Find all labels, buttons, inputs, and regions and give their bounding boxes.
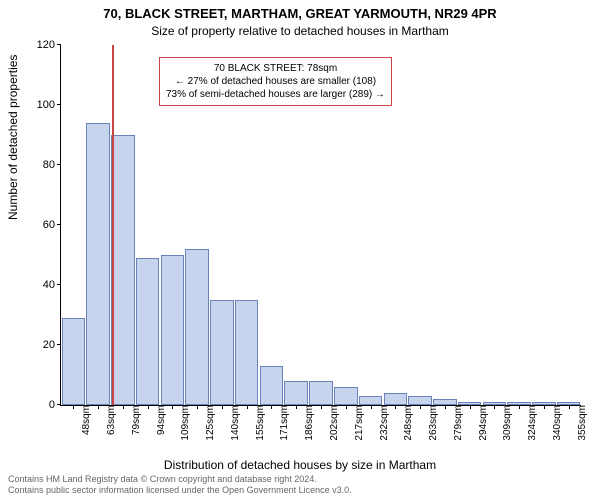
bar: [136, 258, 160, 405]
bar: [309, 381, 333, 405]
x-tick-mark: [569, 405, 570, 409]
y-tick-label: 0: [49, 399, 61, 411]
bar: [185, 249, 209, 405]
x-tick-label: 171sqm: [275, 405, 290, 441]
bar: [161, 255, 185, 405]
annotation-line3: 73% of semi-detached houses are larger (…: [166, 88, 385, 101]
bar: [260, 366, 284, 405]
x-tick-mark: [371, 405, 372, 409]
y-tick-label: 20: [43, 339, 61, 351]
x-tick-mark: [247, 405, 248, 409]
x-tick-label: 155sqm: [251, 405, 266, 441]
y-tick-label: 60: [43, 219, 61, 231]
footer-line1: Contains HM Land Registry data © Crown c…: [8, 474, 352, 485]
footer: Contains HM Land Registry data © Crown c…: [8, 474, 352, 496]
x-tick-label: 324sqm: [523, 405, 538, 441]
x-tick-label: 125sqm: [201, 405, 216, 441]
chart-title-sub: Size of property relative to detached ho…: [0, 24, 600, 38]
x-tick-mark: [321, 405, 322, 409]
bar: [384, 393, 408, 405]
x-tick-mark: [519, 405, 520, 409]
bar: [62, 318, 86, 405]
y-axis-label: Number of detached properties: [6, 55, 20, 220]
x-tick-label: 140sqm: [226, 405, 241, 441]
x-tick-mark: [197, 405, 198, 409]
x-tick-label: 294sqm: [474, 405, 489, 441]
y-tick-mark: [57, 404, 61, 405]
x-tick-label: 186sqm: [300, 405, 315, 441]
y-tick-mark: [57, 344, 61, 345]
y-tick-label: 80: [43, 159, 61, 171]
x-tick-mark: [73, 405, 74, 409]
y-tick-mark: [57, 44, 61, 45]
y-tick-label: 100: [37, 99, 61, 111]
bar: [86, 123, 110, 405]
chart-title-main: 70, BLACK STREET, MARTHAM, GREAT YARMOUT…: [0, 6, 600, 21]
x-tick-label: 279sqm: [449, 405, 464, 441]
bar: [408, 396, 432, 405]
x-tick-mark: [123, 405, 124, 409]
y-tick-mark: [57, 104, 61, 105]
x-tick-label: 202sqm: [325, 405, 340, 441]
annotation-line2: ← 27% of detached houses are smaller (10…: [166, 75, 385, 88]
x-tick-label: 309sqm: [498, 405, 513, 441]
x-axis-label: Distribution of detached houses by size …: [0, 458, 600, 472]
x-tick-label: 217sqm: [350, 405, 365, 441]
x-tick-mark: [395, 405, 396, 409]
y-tick-mark: [57, 284, 61, 285]
x-tick-mark: [271, 405, 272, 409]
x-tick-mark: [470, 405, 471, 409]
bar: [359, 396, 383, 405]
plot-area: 70 BLACK STREET: 78sqm ← 27% of detached…: [60, 45, 581, 406]
x-tick-mark: [296, 405, 297, 409]
bar: [210, 300, 234, 405]
x-tick-mark: [544, 405, 545, 409]
y-tick-label: 120: [37, 39, 61, 51]
x-tick-mark: [494, 405, 495, 409]
x-tick-mark: [172, 405, 173, 409]
x-tick-mark: [445, 405, 446, 409]
x-tick-mark: [420, 405, 421, 409]
x-tick-label: 48sqm: [77, 405, 92, 435]
y-tick-mark: [57, 224, 61, 225]
x-tick-mark: [98, 405, 99, 409]
x-tick-label: 232sqm: [375, 405, 390, 441]
chart-container: 70, BLACK STREET, MARTHAM, GREAT YARMOUT…: [0, 0, 600, 500]
x-tick-mark: [148, 405, 149, 409]
x-tick-label: 340sqm: [548, 405, 563, 441]
bar: [111, 135, 135, 405]
bar: [284, 381, 308, 405]
annotation-box: 70 BLACK STREET: 78sqm ← 27% of detached…: [159, 57, 392, 106]
y-tick-mark: [57, 164, 61, 165]
x-tick-label: 109sqm: [176, 405, 191, 441]
x-tick-label: 94sqm: [152, 405, 167, 435]
bar: [235, 300, 259, 405]
x-tick-label: 79sqm: [127, 405, 142, 435]
x-tick-label: 263sqm: [424, 405, 439, 441]
x-tick-mark: [346, 405, 347, 409]
y-tick-label: 40: [43, 279, 61, 291]
x-tick-mark: [222, 405, 223, 409]
footer-line2: Contains public sector information licen…: [8, 485, 352, 496]
x-tick-label: 63sqm: [102, 405, 117, 435]
annotation-line1: 70 BLACK STREET: 78sqm: [166, 62, 385, 75]
x-tick-label: 355sqm: [573, 405, 588, 441]
marker-line: [112, 45, 114, 405]
x-tick-label: 248sqm: [399, 405, 414, 441]
bar: [334, 387, 358, 405]
